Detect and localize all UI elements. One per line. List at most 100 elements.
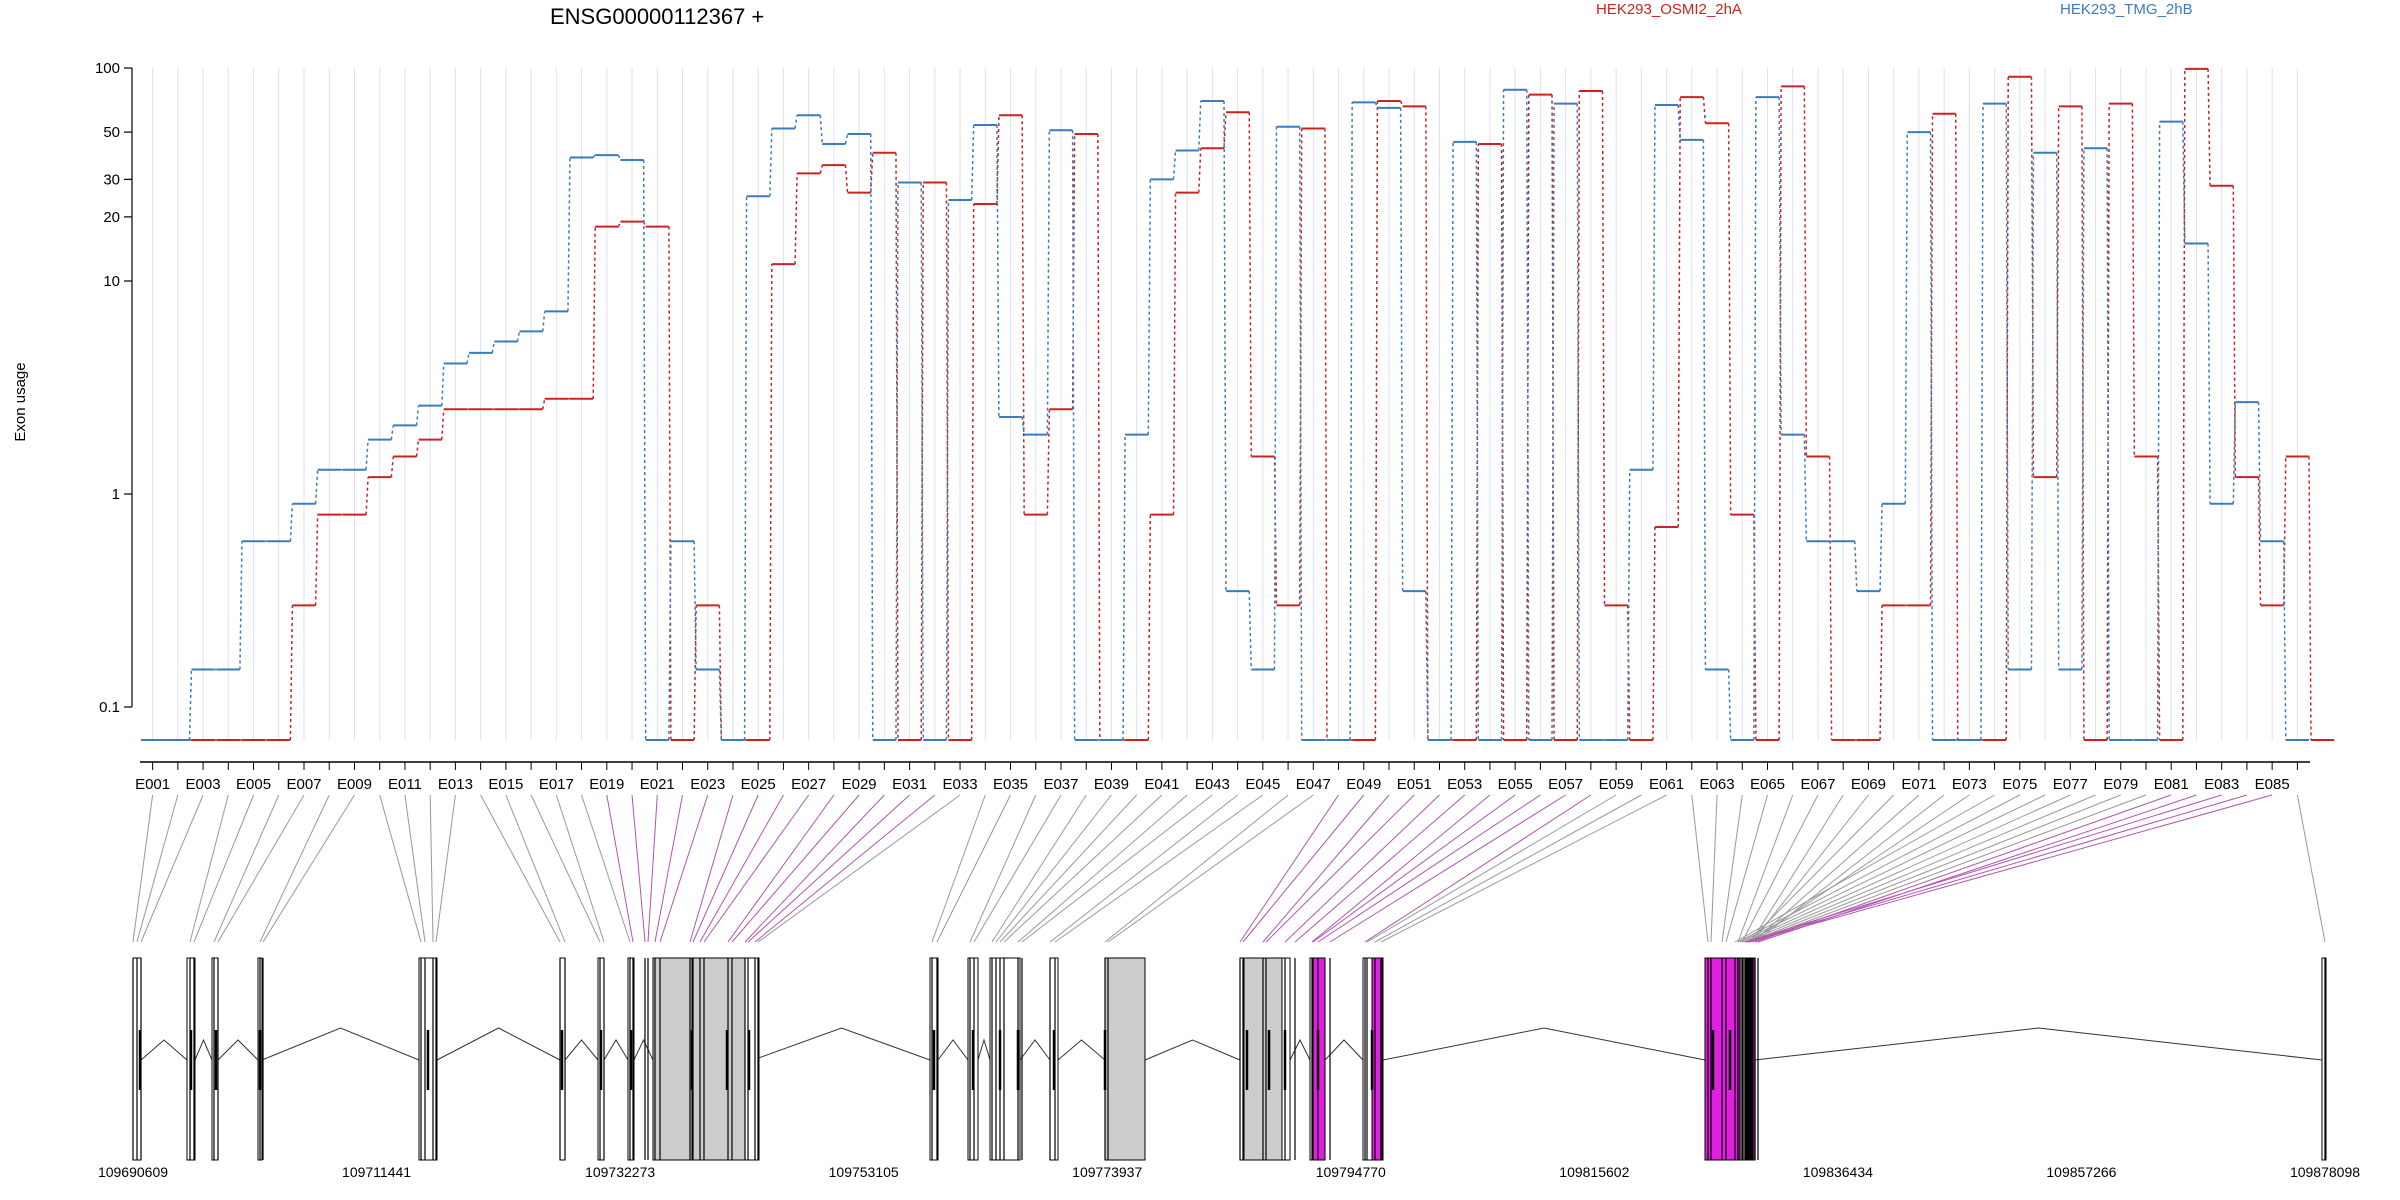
series-segment [1702, 97, 1707, 124]
intron [140, 1039, 188, 1061]
series-segment [1298, 126, 1303, 741]
series-segment [769, 264, 773, 741]
series-segment [2055, 106, 2060, 478]
series-segment [365, 477, 369, 515]
x-tick-label: E069 [1851, 776, 1886, 793]
series-segment [1071, 133, 1076, 410]
series-segment [2106, 148, 2110, 741]
series-segment [1021, 416, 1025, 435]
connector-line [1049, 794, 1238, 943]
series-segment [1526, 89, 1530, 741]
intron [217, 1039, 259, 1061]
series-segment [2207, 243, 2211, 504]
x-tick-label: E043 [1195, 776, 1230, 793]
series-segment [1425, 106, 1429, 741]
connector-line [1741, 794, 1819, 943]
x-tick-label: E025 [741, 776, 776, 793]
connector-line [1737, 794, 1794, 943]
connector-line [689, 794, 734, 943]
x-tick-label: E085 [2255, 776, 2290, 793]
coordinate-label: 109753105 [829, 1164, 899, 1180]
connector-line [1284, 794, 1440, 943]
connector-line [435, 794, 456, 943]
x-tick-label: E017 [539, 776, 574, 793]
series-segment [1753, 514, 1757, 741]
series-segment [844, 133, 849, 145]
intron [937, 1039, 969, 1061]
y-tick-label: 100 [95, 60, 120, 77]
coordinate-label: 109857266 [2046, 1164, 2116, 1180]
coordinate-label: 109711441 [342, 1164, 411, 1180]
connector-line [1312, 794, 1516, 943]
connector-line [1721, 794, 1743, 943]
series-segment [415, 405, 420, 426]
series-tmg [141, 88, 2309, 741]
x-tick-label: E065 [1750, 776, 1785, 793]
series-segment [1273, 126, 1278, 670]
x-tick-label: E079 [2103, 776, 2138, 793]
x-tick-label: E055 [1498, 776, 1533, 793]
series-segment [1399, 107, 1404, 592]
x-axis: E001 E003 E005 E007 E009 E011 E013 E015 E017 E019… [135, 761, 2310, 793]
connector-line [1745, 794, 2096, 943]
x-tick-label: E053 [1447, 776, 1482, 793]
y-tick-label: 20 [103, 209, 120, 226]
series-segment [1576, 90, 1581, 741]
connector-line [692, 794, 759, 943]
x-tick-label: E033 [943, 776, 978, 793]
x-tick-label: E003 [186, 776, 221, 793]
connector-line [2296, 794, 2326, 943]
connector-line [1737, 794, 2021, 943]
connector-line [1742, 794, 2071, 943]
coordinate-label: 109815602 [1559, 1164, 1629, 1180]
series-segment [2283, 456, 2287, 606]
connector-line [1710, 794, 1718, 943]
coordinate-label: 109878098 [2290, 1164, 2360, 1180]
series-segment [466, 352, 470, 364]
exon-connector-lines [132, 794, 2326, 943]
series-segment [1980, 103, 1984, 741]
genomic-coordinate-axis: 109690609 109711441 109732273 109753105 1097… [98, 1164, 2360, 1180]
x-tick-label: E031 [892, 776, 927, 793]
series-segment [1929, 132, 1934, 741]
x-tick-label: E073 [1952, 776, 1987, 793]
series-segment [1929, 113, 1934, 606]
x-tick-label: E047 [1296, 776, 1331, 793]
connector-line [480, 794, 561, 943]
intron [1144, 1039, 1241, 1061]
series-segment [1021, 115, 1025, 515]
intron [1289, 1038, 1311, 1061]
x-tick-label: E011 [388, 776, 422, 793]
connector-line [1054, 794, 1264, 943]
connector-line [1752, 794, 1920, 943]
connector-line [193, 794, 255, 943]
connector-line [1739, 794, 2046, 943]
intron [1754, 1027, 2323, 1061]
connector-line [1374, 794, 1642, 943]
series-segment [541, 311, 546, 332]
x-tick-label: E057 [1548, 776, 1583, 793]
exon-box [2321, 957, 2327, 1161]
connector-line [1748, 794, 2273, 943]
connector-line [555, 794, 605, 943]
connector-line [262, 794, 355, 943]
legend-entry-osmi2: HEK293_OSMI2_2hA [1596, 1, 1742, 18]
x-tick-label: E029 [842, 776, 877, 793]
intron [603, 1039, 629, 1061]
series-segment [1147, 179, 1152, 435]
series-segment [1702, 139, 1707, 670]
series-segment [1223, 112, 1227, 149]
connector-line [973, 794, 1062, 943]
series-segment [1727, 123, 1732, 515]
series-segment [1904, 132, 1909, 504]
series-segment [1198, 148, 1202, 193]
connector-line [1329, 794, 1566, 943]
series-segment [1652, 526, 1656, 741]
series-segment [1147, 514, 1152, 741]
series-segment [1626, 469, 1631, 741]
connector-line [213, 794, 280, 943]
series-segment [642, 159, 647, 741]
y-axis-label: Exon usage [12, 362, 29, 441]
x-tick-label: E039 [1094, 776, 1129, 793]
series-segment [390, 456, 395, 478]
